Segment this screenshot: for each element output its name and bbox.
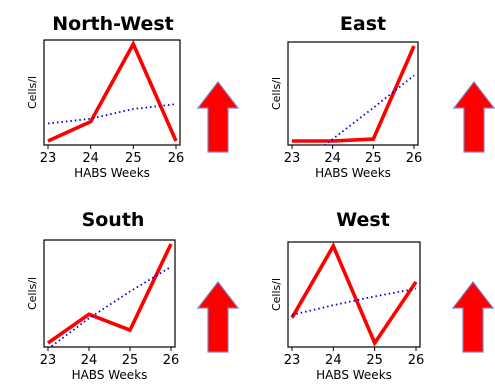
x-tick-label: 24	[81, 353, 98, 368]
trend-line	[291, 287, 417, 316]
x-tick-label: 26	[168, 151, 185, 166]
x-axis-label: HABS Weeks	[74, 166, 150, 180]
x-tick-label: 23	[284, 353, 301, 368]
trend-line	[47, 103, 177, 125]
series-line	[46, 243, 173, 345]
x-tick-label: 25	[122, 353, 139, 368]
x-axis-label: HABS Weeks	[72, 368, 148, 382]
x-tick-label: 23	[284, 151, 301, 166]
x-tick-label: 26	[163, 353, 180, 368]
chart-panel: West 23 24 25 26 HABS Weeks Cells/l	[270, 209, 424, 382]
plot-frame	[287, 41, 419, 146]
x-tick-label: 24	[325, 353, 342, 368]
up-arrow-icon	[196, 81, 240, 153]
x-tick-label: 25	[125, 151, 142, 166]
chart-panel: South 23 24 25 26 HABS Weeks Cells/l	[26, 209, 179, 382]
x-tick-label: 23	[40, 151, 57, 166]
x-axis-label: HABS Weeks	[316, 368, 392, 382]
chart-title: South	[82, 209, 145, 231]
plot-frame	[43, 39, 181, 146]
chart-title: East	[340, 13, 386, 35]
series-line	[290, 242, 418, 347]
x-tick-label: 24	[324, 151, 341, 166]
y-axis-label: Cells/l	[270, 278, 283, 311]
chart-panel: East 23 24 25 26 HABS Weeks Cells/l	[270, 13, 422, 180]
x-tick-label: 25	[366, 353, 383, 368]
y-axis-label: Cells/l	[26, 76, 39, 109]
y-axis-label: Cells/l	[26, 277, 39, 310]
series-line	[47, 40, 178, 143]
y-axis-label: Cells/l	[270, 77, 283, 110]
up-arrow-icon	[451, 281, 495, 353]
x-tick-label: 23	[40, 353, 57, 368]
up-arrow-icon	[196, 281, 240, 353]
chart-panel: North-West 23 24 25 26 HABS Weeks Cells/l	[26, 13, 184, 180]
x-tick-label: 25	[365, 151, 382, 166]
x-tick-label: 24	[82, 151, 99, 166]
x-tick-label: 26	[408, 353, 425, 368]
chart-title: West	[336, 209, 390, 231]
x-tick-label: 26	[406, 151, 423, 166]
chart-title: North-West	[52, 13, 174, 35]
x-axis-label: HABS Weeks	[315, 166, 391, 180]
up-arrow-icon	[452, 81, 495, 153]
